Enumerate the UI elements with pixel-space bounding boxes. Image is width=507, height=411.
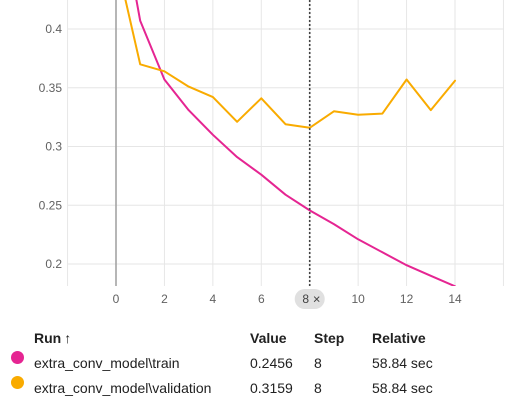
run-step: 8	[314, 355, 322, 371]
y-tick-label: 0.3	[45, 140, 62, 154]
x-tick-label: 6	[258, 292, 265, 306]
x-tick-label: 4	[210, 292, 217, 306]
table-header: Run ↑ Value Step Relative	[0, 326, 507, 351]
scalar-chart[interactable]: 0.20.250.30.350.4 0 2 4 6 10 12 14 8 ×	[0, 0, 507, 316]
close-icon[interactable]: ×	[313, 292, 321, 307]
hover-layer: 8 ×	[294, 0, 325, 309]
y-tick-label: 0.4	[45, 22, 62, 36]
run-table: Run ↑ Value Step Relative extra_conv_mode…	[0, 326, 507, 401]
hover-step-badge-bg	[294, 289, 325, 309]
sort-arrow-up-icon[interactable]: ↑	[64, 330, 72, 346]
x-tick-label: 2	[161, 292, 168, 306]
value-column-header: Value	[250, 330, 287, 346]
series-line	[135, 0, 456, 286]
table-row: extra_conv_model\validation 0.3159 8 58.…	[0, 376, 507, 401]
run-name: extra_conv_model\validation	[34, 380, 212, 396]
series-color-swatch	[11, 351, 24, 364]
x-tick-label: 10	[351, 292, 365, 306]
run-relative-time: 58.84 sec	[372, 380, 433, 396]
run-value: 0.2456	[250, 355, 293, 371]
table-row: extra_conv_model\train 0.2456 8 58.84 se…	[0, 351, 507, 376]
x-tick-label: 12	[400, 292, 414, 306]
hover-step-label: 8	[302, 292, 309, 306]
run-relative-time: 58.84 sec	[372, 355, 433, 371]
series-color-swatch	[11, 376, 24, 389]
x-tick-label: 14	[448, 292, 462, 306]
hover-step-badge[interactable]: 8 ×	[294, 289, 325, 309]
run-header-label: Run	[34, 330, 62, 346]
run-step: 8	[314, 380, 322, 396]
relative-column-header: Relative	[372, 330, 426, 346]
chart-grid	[67, 0, 504, 286]
y-tick-label: 0.2	[45, 257, 62, 271]
run-value: 0.3159	[250, 380, 293, 396]
step-column-header: Step	[314, 330, 345, 346]
series-layer	[124, 0, 456, 286]
y-tick-label: 0.35	[39, 81, 63, 95]
y-tick-label: 0.25	[39, 198, 63, 212]
run-name: extra_conv_model\train	[34, 355, 180, 371]
series-line	[124, 0, 456, 129]
x-tick-label: 0	[113, 292, 120, 306]
y-axis: 0.2 0.25 0.3 0.35 0.4	[39, 22, 63, 271]
run-column-header[interactable]: Run ↑	[34, 326, 71, 351]
x-axis: 0 2 4 6 10 12 14	[113, 292, 462, 306]
